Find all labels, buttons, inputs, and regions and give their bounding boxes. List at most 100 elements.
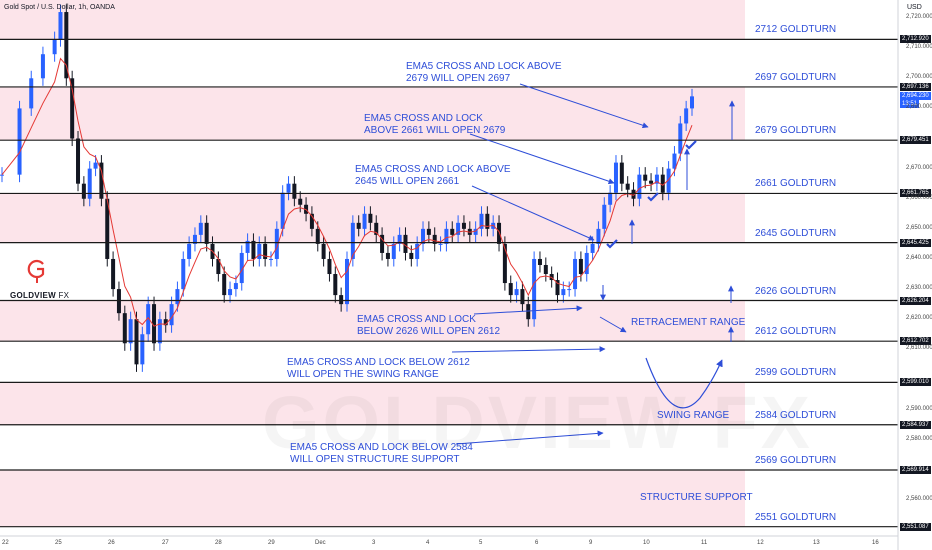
level-lines [0, 38, 898, 528]
price-tick-label: 2,670.000 [906, 164, 932, 171]
candle-body [660, 174, 665, 193]
level-price-tag: 2,626.204 [900, 296, 931, 305]
date-tick-label: 4 [426, 540, 430, 546]
candle-body [415, 243, 420, 259]
price-tick-label: 2,690.000 [906, 104, 932, 111]
date-tick-label: 3 [372, 540, 376, 546]
level-label: 2626 GOLDTURN [755, 285, 837, 297]
candle-body [637, 174, 642, 199]
candle-body [461, 222, 466, 229]
candle-body [374, 222, 379, 235]
level-price-tag: 2,569.914 [900, 466, 931, 474]
candle-body [666, 168, 671, 193]
candle-body [561, 289, 566, 296]
candle-body [327, 258, 332, 275]
candle-body [403, 234, 408, 253]
arrow-to-structure-support [455, 430, 604, 445]
price-tick-label: 2,710.000 [906, 44, 932, 51]
date-tick-label: 12 [757, 540, 764, 546]
candle-body [619, 162, 624, 184]
candle-body [222, 274, 227, 296]
candle-body [286, 183, 291, 193]
candle-body [134, 319, 139, 365]
price-tick-label: 2,660.000 [906, 194, 932, 201]
retracement-arrow [599, 316, 627, 333]
candle-body [643, 174, 648, 181]
candle-body [81, 183, 86, 199]
candle-body [497, 222, 502, 244]
candle-body [70, 78, 75, 139]
candle-body [239, 252, 244, 284]
currency-label: USD [907, 4, 922, 11]
candle-body [555, 280, 560, 296]
level-price-tag: 2,551.087 [900, 522, 931, 531]
note-ema-below-2626: EMA5 CROSS AND LOCK BELOW 2626 WILL OPEN… [357, 314, 501, 337]
candle-body [514, 289, 519, 296]
candle-body [520, 289, 525, 305]
candle-body [397, 234, 402, 244]
candle-body [58, 12, 63, 40]
candle-body [181, 258, 186, 290]
candle-body [93, 162, 98, 169]
candle-body [573, 258, 578, 290]
candle-body [52, 39, 57, 55]
level-label: 2712 GOLDTURN [755, 24, 837, 36]
candle-body [321, 243, 326, 259]
candle-body [198, 222, 203, 235]
candle-body [350, 222, 355, 259]
candle-body [157, 319, 162, 344]
level-label: 2697 GOLDTURN [755, 71, 837, 83]
date-tick-label: 22 [2, 540, 9, 546]
candle-body [426, 228, 431, 235]
candle-body [578, 258, 583, 275]
zone-bands [0, 0, 745, 527]
arrow-to-swing-range [451, 346, 606, 353]
candle-body [596, 228, 601, 244]
date-tick-label: 5 [479, 540, 483, 546]
structure-support-label: STRUCTURE SUPPORT [640, 492, 753, 503]
candle-body [268, 258, 273, 260]
price-tick-label: 2,640.000 [906, 254, 932, 261]
candle-body [456, 222, 461, 235]
candle-body [684, 108, 689, 124]
zone-band [0, 39, 745, 87]
level-price-tag: 2,712.920 [900, 35, 931, 44]
candle-body [228, 289, 233, 296]
note-ema-above-2661: EMA5 CROSS AND LOCK ABOVE 2661 WILL OPEN… [364, 113, 506, 136]
zone-band [0, 0, 745, 40]
candle-body [152, 304, 157, 344]
candle-body [479, 213, 484, 229]
price-tick-label: 2,700.000 [906, 74, 932, 81]
candle-body [339, 295, 344, 305]
price-tick-label: 2,630.000 [906, 285, 932, 292]
candle-body [99, 162, 104, 199]
level-label: 2569 GOLDTURN [755, 455, 837, 466]
candle-body [204, 222, 209, 244]
candle-body [438, 243, 443, 245]
candle-body [450, 228, 455, 235]
arrow-to-2661 [471, 185, 595, 241]
candle-body [163, 319, 168, 326]
swing-range-curve [645, 357, 723, 409]
candle-body [473, 228, 478, 235]
candle-body [17, 108, 22, 175]
candle-body [29, 78, 34, 109]
candle-body [690, 96, 694, 109]
price-tick-label: 2,560.000 [906, 495, 932, 502]
candle-body [233, 283, 238, 290]
candle-body [87, 168, 92, 199]
candle-body [368, 213, 373, 223]
candle-body [391, 243, 396, 259]
level-label: 2599 GOLDTURN [755, 367, 837, 379]
retracement-range-label: RETRACEMENT RANGE [631, 317, 746, 328]
date-tick-label: 25 [55, 540, 62, 546]
candle-body [76, 138, 81, 184]
candle-body [40, 54, 45, 79]
candle-body [649, 180, 654, 184]
candle-body [245, 240, 250, 253]
candle-body [532, 258, 537, 320]
candle-body [128, 319, 133, 344]
candle-body [292, 183, 297, 199]
candle-body [298, 198, 303, 205]
